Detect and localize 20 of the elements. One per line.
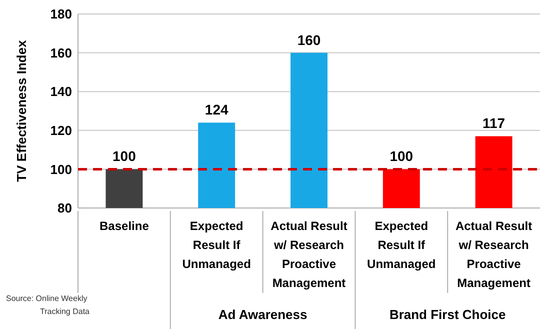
y-tick-label: 80 — [58, 200, 72, 216]
x-tick-label: Baseline — [100, 219, 150, 233]
source-note: Source: Online Weekly Tracking Data — [6, 294, 90, 316]
data-label: 117 — [482, 115, 506, 132]
x-tick-label: Expected Result If Unmanaged — [367, 219, 436, 271]
y-axis-title: TV Effectiveness Index — [14, 39, 29, 182]
data-label: 160 — [297, 32, 321, 48]
y-tick-label: 160 — [50, 45, 72, 60]
data-label: 124 — [204, 102, 228, 118]
text: Brand First Choice — [389, 307, 506, 322]
y-tick-label: 120 — [50, 122, 72, 138]
x-tick-label: Actual Result w/ Research Proactive Management — [455, 219, 532, 290]
y-tick-label: 180 — [50, 6, 72, 22]
data-label: 100 — [390, 148, 414, 164]
y-tick-label: 140 — [50, 84, 72, 100]
x-tick-label: Expected Result If Unmanaged — [182, 219, 251, 271]
x-tick-label: Actual Result w/ Research Proactive Management — [270, 219, 348, 290]
y-tick-label: 100 — [50, 162, 72, 177]
text: Ad Awareness — [218, 307, 308, 322]
data-label: 100 — [112, 148, 136, 164]
